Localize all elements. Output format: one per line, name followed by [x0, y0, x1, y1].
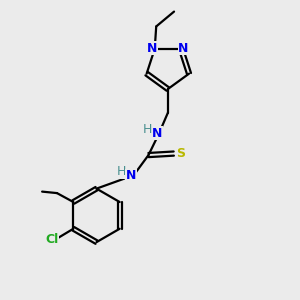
- Text: N: N: [147, 42, 158, 55]
- Text: N: N: [126, 169, 136, 182]
- Text: N: N: [178, 42, 188, 55]
- Text: S: S: [176, 147, 185, 160]
- Text: H: H: [117, 165, 127, 178]
- Text: Cl: Cl: [45, 233, 58, 246]
- Text: H: H: [143, 123, 152, 136]
- Text: N: N: [152, 127, 163, 140]
